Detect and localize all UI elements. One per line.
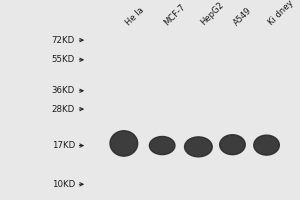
- Text: 36KD: 36KD: [52, 86, 75, 95]
- Ellipse shape: [110, 131, 138, 156]
- Text: He la: He la: [124, 5, 146, 27]
- Text: Ki dney: Ki dney: [266, 0, 295, 27]
- Text: HepG2: HepG2: [198, 0, 225, 27]
- Ellipse shape: [254, 135, 279, 155]
- Ellipse shape: [149, 136, 175, 155]
- Text: 72KD: 72KD: [52, 36, 75, 45]
- Ellipse shape: [220, 135, 245, 155]
- Text: 55KD: 55KD: [52, 55, 75, 64]
- Text: 10KD: 10KD: [52, 180, 75, 189]
- Text: MCF-7: MCF-7: [162, 2, 187, 27]
- Text: 28KD: 28KD: [52, 105, 75, 114]
- Ellipse shape: [184, 137, 212, 157]
- Text: 17KD: 17KD: [52, 141, 75, 150]
- Text: A549: A549: [232, 5, 254, 27]
